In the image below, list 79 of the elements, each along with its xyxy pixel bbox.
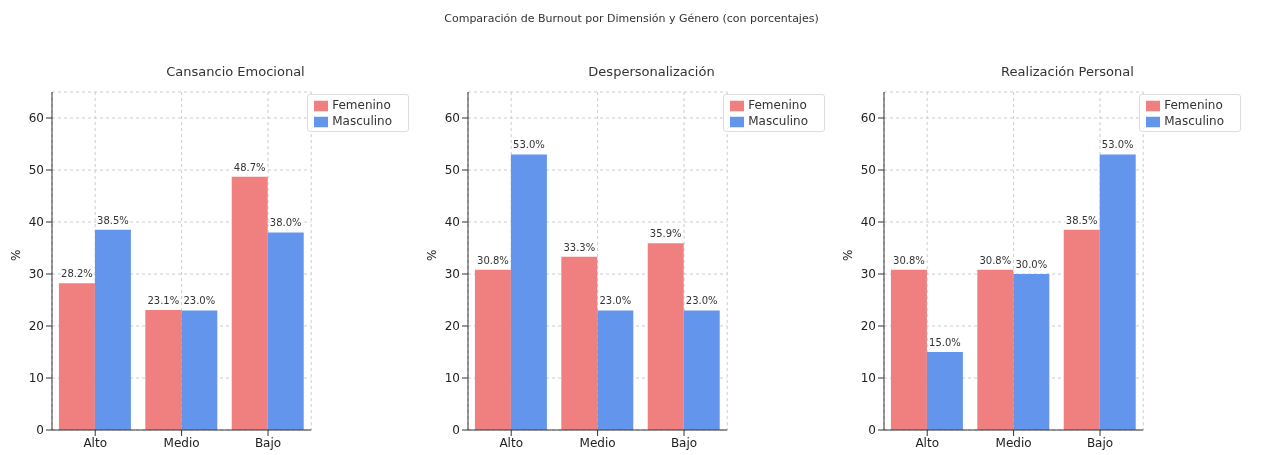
- legend-label: Femenino: [1164, 98, 1223, 112]
- y-axis-title: %: [9, 249, 24, 261]
- x-tick-label: Bajo: [254, 435, 282, 450]
- bar: [977, 269, 1014, 430]
- data-label: 48.7%: [233, 161, 266, 173]
- legend-label: Masculino: [1164, 114, 1224, 128]
- y-tick-label: 40: [860, 215, 876, 230]
- data-label: 30.0%: [1015, 259, 1048, 270]
- y-tick-label: 30: [860, 267, 876, 282]
- y-tick-label: 40: [28, 215, 44, 230]
- data-label: 38.5%: [97, 214, 129, 226]
- x-tick-label: Medio: [579, 435, 616, 450]
- y-tick-label: 50: [860, 163, 876, 178]
- x-tick-label: Bajo: [670, 435, 698, 450]
- legend-label: Masculino: [332, 114, 392, 128]
- bar: [474, 269, 511, 430]
- legend-label: Femenino: [748, 98, 807, 112]
- data-label: 23.1%: [147, 294, 180, 306]
- y-tick-label: 20: [860, 319, 876, 334]
- y-tick-label: 60: [860, 111, 876, 126]
- x-tick-label: Bajo: [1086, 435, 1114, 450]
- bar: [561, 256, 598, 430]
- y-axis-title: %: [841, 249, 856, 261]
- bar: [926, 352, 963, 430]
- bar: [1099, 154, 1136, 430]
- bar: [683, 310, 720, 430]
- data-label: 15.0%: [929, 337, 961, 348]
- chart-title: Cansancio Emocional: [165, 64, 306, 81]
- x-tick-label: Alto: [499, 435, 523, 450]
- y-tick-label: 60: [28, 111, 44, 126]
- bar: [231, 176, 268, 430]
- x-tick-label: Medio: [995, 435, 1032, 450]
- data-label: 53.0%: [513, 139, 545, 151]
- y-tick-label: 10: [860, 371, 876, 386]
- x-tick-label: Alto: [83, 435, 107, 450]
- data-label: 23.0%: [685, 295, 718, 307]
- bar: [58, 283, 95, 430]
- data-label: 38.0%: [269, 217, 302, 229]
- bar: [510, 154, 547, 430]
- y-tick-label: 30: [444, 267, 460, 282]
- bar: [1063, 229, 1100, 430]
- y-tick-label: 10: [444, 371, 460, 386]
- y-tick-label: 40: [444, 215, 460, 230]
- y-tick-label: 0: [452, 423, 460, 438]
- chart-title: Realización Personal: [1000, 64, 1135, 81]
- data-label: 28.2%: [61, 268, 93, 280]
- data-label: 33.3%: [563, 241, 596, 253]
- data-label: 30.8%: [893, 254, 925, 266]
- chart-title: Despersonalización: [587, 64, 716, 81]
- bar: [647, 243, 684, 430]
- y-tick-label: 60: [444, 111, 460, 126]
- bar: [181, 310, 218, 430]
- y-tick-label: 20: [444, 319, 460, 334]
- y-tick-label: 20: [28, 319, 44, 334]
- y-tick-label: 50: [444, 163, 460, 178]
- text: Comparación de Burnout por Dimensión y Género (con porcentajes): [443, 12, 820, 25]
- bar: [890, 269, 927, 430]
- bar: [94, 229, 131, 430]
- data-label: 38.5%: [1065, 214, 1098, 226]
- legend-label: Femenino: [332, 98, 391, 112]
- bar: [267, 232, 304, 430]
- data-label: 30.8%: [477, 254, 509, 266]
- y-tick-label: 0: [36, 423, 44, 438]
- data-label: 23.0%: [599, 295, 632, 307]
- y-tick-label: 50: [28, 163, 44, 178]
- x-tick-label: Medio: [163, 435, 200, 450]
- data-label: 30.8%: [979, 254, 1012, 266]
- y-tick-label: 0: [868, 423, 876, 438]
- bar: [597, 310, 634, 430]
- data-label: 35.9%: [649, 228, 682, 240]
- y-tick-label: 10: [28, 371, 44, 386]
- y-axis-title: %: [425, 249, 440, 261]
- data-label: 53.0%: [1101, 139, 1134, 151]
- x-tick-label: Alto: [915, 435, 939, 450]
- legend-label: Masculino: [748, 114, 808, 128]
- bar: [145, 309, 182, 430]
- data-label: 23.0%: [183, 295, 216, 307]
- y-tick-label: 30: [28, 267, 44, 282]
- bar: [1013, 274, 1050, 430]
